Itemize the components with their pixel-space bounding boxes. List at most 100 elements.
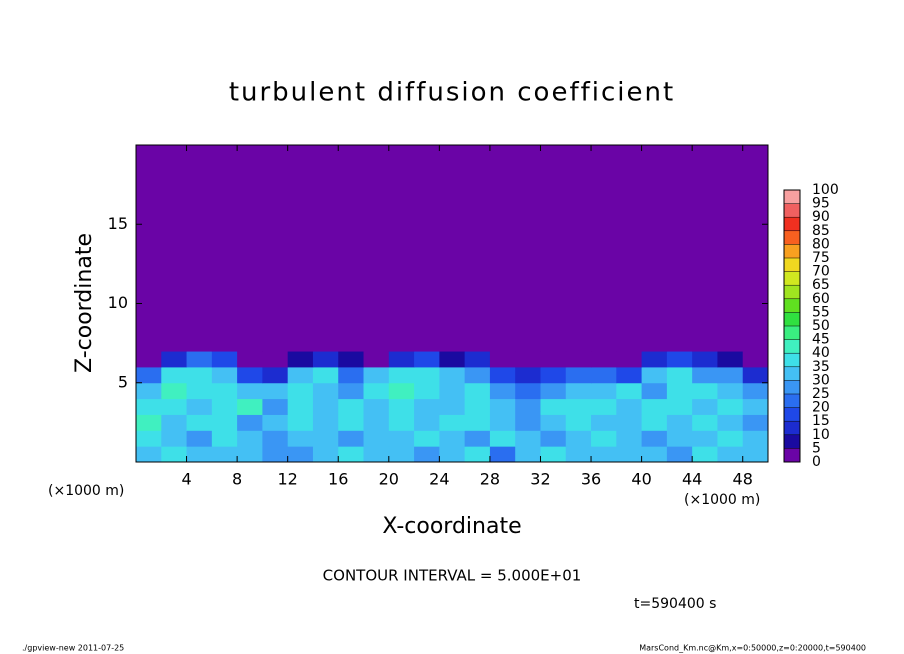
colorbar-label: 60 bbox=[812, 291, 830, 307]
heat-cell bbox=[363, 351, 390, 368]
heat-cell bbox=[136, 145, 162, 352]
heat-cell bbox=[338, 382, 365, 400]
heat-cell bbox=[515, 382, 541, 400]
heat-cell bbox=[414, 398, 440, 415]
heat-cell bbox=[136, 382, 162, 400]
y-tick-label: 15 bbox=[108, 214, 128, 233]
heat-cell bbox=[388, 145, 415, 352]
colorbar-label: 40 bbox=[812, 345, 830, 361]
heat-cell bbox=[312, 430, 339, 447]
heat-cell bbox=[186, 398, 213, 415]
colorbar-band bbox=[784, 271, 800, 286]
heat-cell bbox=[363, 398, 390, 415]
x-tick-label: 44 bbox=[682, 470, 702, 489]
heat-cell bbox=[565, 351, 592, 368]
x-tick-label: 36 bbox=[581, 470, 601, 489]
colorbar-band bbox=[784, 448, 800, 462]
heat-cell bbox=[439, 430, 466, 447]
heat-cell bbox=[641, 398, 668, 415]
y-tick-label: 5 bbox=[118, 372, 128, 391]
heat-cell bbox=[363, 414, 390, 431]
heat-cell bbox=[287, 351, 314, 368]
heat-cell bbox=[591, 351, 617, 368]
heat-cell bbox=[439, 414, 466, 431]
heat-cell bbox=[287, 398, 314, 415]
heat-cell bbox=[161, 366, 188, 384]
heat-cell bbox=[136, 446, 162, 463]
heat-cell bbox=[338, 414, 365, 431]
x-unit-label: (×1000 m) bbox=[684, 492, 760, 508]
heat-cell bbox=[489, 398, 516, 415]
heat-cell bbox=[388, 430, 415, 447]
heat-cell bbox=[287, 145, 314, 352]
heat-cell bbox=[186, 366, 213, 384]
x-tick-label: 24 bbox=[429, 470, 449, 489]
heat-cell bbox=[312, 351, 339, 368]
heat-cell bbox=[414, 145, 440, 352]
heat-cell bbox=[287, 366, 314, 384]
colorbar-label: 85 bbox=[812, 223, 830, 239]
y-axis-label: Z-coordinate bbox=[72, 233, 97, 373]
footer-left: ./gpview-new 2011-07-25 bbox=[22, 644, 124, 653]
x-tick-label: 40 bbox=[631, 470, 651, 489]
heat-cell bbox=[287, 446, 314, 463]
heat-cell bbox=[591, 430, 617, 447]
heat-cell bbox=[742, 446, 769, 463]
heat-cell bbox=[186, 430, 213, 447]
heat-cell bbox=[262, 351, 289, 368]
heat-cell bbox=[363, 366, 390, 384]
heat-cell bbox=[186, 145, 213, 352]
heat-cell bbox=[262, 446, 289, 463]
colorbar-band bbox=[784, 258, 800, 272]
x-tick-label: 8 bbox=[232, 470, 242, 489]
heat-cell bbox=[211, 414, 238, 431]
colorbar-band bbox=[784, 217, 800, 231]
heat-cell bbox=[388, 351, 415, 368]
heat-cell bbox=[388, 398, 415, 415]
heat-cell bbox=[363, 382, 390, 400]
chart-title: turbulent diffusion coefficient bbox=[229, 78, 675, 108]
heat-cell bbox=[338, 351, 365, 368]
heat-cell bbox=[489, 430, 516, 447]
heat-cell bbox=[338, 446, 365, 463]
heat-cell bbox=[565, 430, 592, 447]
heat-cell bbox=[565, 382, 592, 400]
heat-cell bbox=[489, 351, 516, 368]
heat-cell bbox=[237, 414, 263, 431]
colorbar-label: 10 bbox=[812, 427, 830, 443]
colorbar-label: 95 bbox=[812, 196, 830, 212]
heat-cell bbox=[489, 382, 516, 400]
heat-cell bbox=[414, 366, 440, 384]
heat-cell bbox=[287, 382, 314, 400]
heat-cell bbox=[363, 446, 390, 463]
colorbar-label: 5 bbox=[812, 440, 821, 456]
heat-cell bbox=[692, 351, 718, 368]
heat-cell bbox=[717, 398, 744, 415]
heat-cell bbox=[489, 446, 516, 463]
heat-cell bbox=[692, 430, 718, 447]
heat-cell bbox=[742, 351, 769, 368]
heat-cell bbox=[641, 351, 668, 368]
colorbar-band bbox=[784, 203, 800, 218]
heat-cell bbox=[161, 398, 188, 415]
heat-cell bbox=[262, 430, 289, 447]
heat-cell bbox=[388, 382, 415, 400]
heat-cell bbox=[312, 446, 339, 463]
y-tick-label: 10 bbox=[108, 293, 128, 312]
heat-cell bbox=[742, 145, 769, 352]
heat-cell bbox=[464, 398, 491, 415]
x-tick-label: 32 bbox=[530, 470, 550, 489]
heat-cell bbox=[692, 382, 718, 400]
heat-cell bbox=[540, 446, 567, 463]
heat-cell bbox=[161, 351, 188, 368]
heat-cell bbox=[439, 398, 466, 415]
colorbar-label: 0 bbox=[812, 454, 821, 470]
colorbar-band bbox=[784, 421, 800, 435]
heat-cell bbox=[338, 145, 365, 352]
heat-cell bbox=[136, 430, 162, 447]
heat-cell bbox=[161, 382, 188, 400]
heat-cell bbox=[312, 398, 339, 415]
heat-cell bbox=[136, 366, 162, 384]
heat-cell bbox=[616, 382, 643, 400]
heat-cell bbox=[237, 366, 263, 384]
